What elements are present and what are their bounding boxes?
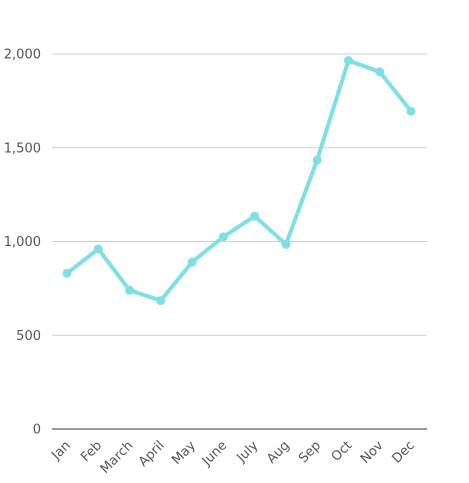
data-point-july[interactable] bbox=[250, 211, 260, 221]
data-point-june[interactable] bbox=[218, 232, 228, 242]
y-axis-ticks: 0 500 1,000 1,500 2,000 bbox=[4, 48, 41, 438]
data-point-aug[interactable] bbox=[281, 239, 291, 249]
data-point-feb[interactable] bbox=[93, 244, 103, 254]
data-point-may[interactable] bbox=[187, 257, 197, 267]
data-point-april[interactable] bbox=[156, 296, 166, 306]
y-tick-label: 0 bbox=[33, 423, 41, 438]
x-tick-label: April bbox=[136, 438, 168, 470]
series-line bbox=[65, 58, 413, 303]
data-point-sep[interactable] bbox=[312, 155, 322, 165]
x-tick-label: March bbox=[98, 438, 137, 477]
data-point-march[interactable] bbox=[125, 285, 135, 295]
series-layer bbox=[62, 56, 416, 306]
x-tick-label: Sep bbox=[296, 438, 324, 466]
x-tick-label: Jan bbox=[48, 438, 73, 463]
x-tick-label: Dec bbox=[389, 438, 417, 466]
gridlines bbox=[52, 53, 427, 430]
y-tick-label: 2,000 bbox=[4, 48, 41, 63]
x-tick-label: Nov bbox=[358, 438, 387, 467]
y-tick-label: 500 bbox=[16, 329, 41, 344]
x-tick-label: Oct bbox=[329, 438, 356, 465]
y-tick-label: 1,000 bbox=[4, 235, 41, 250]
data-point-jan[interactable] bbox=[62, 268, 72, 278]
data-point-nov[interactable] bbox=[375, 67, 385, 77]
y-tick-label: 1,500 bbox=[4, 141, 41, 156]
x-tick-label: May bbox=[169, 438, 199, 468]
data-point-oct[interactable] bbox=[343, 56, 353, 66]
x-tick-label: July bbox=[234, 438, 262, 466]
x-tick-label: June bbox=[199, 438, 230, 469]
x-tick-label: Feb bbox=[78, 438, 105, 465]
x-tick-label: Aug bbox=[264, 438, 293, 467]
data-point-dec[interactable] bbox=[406, 106, 416, 116]
